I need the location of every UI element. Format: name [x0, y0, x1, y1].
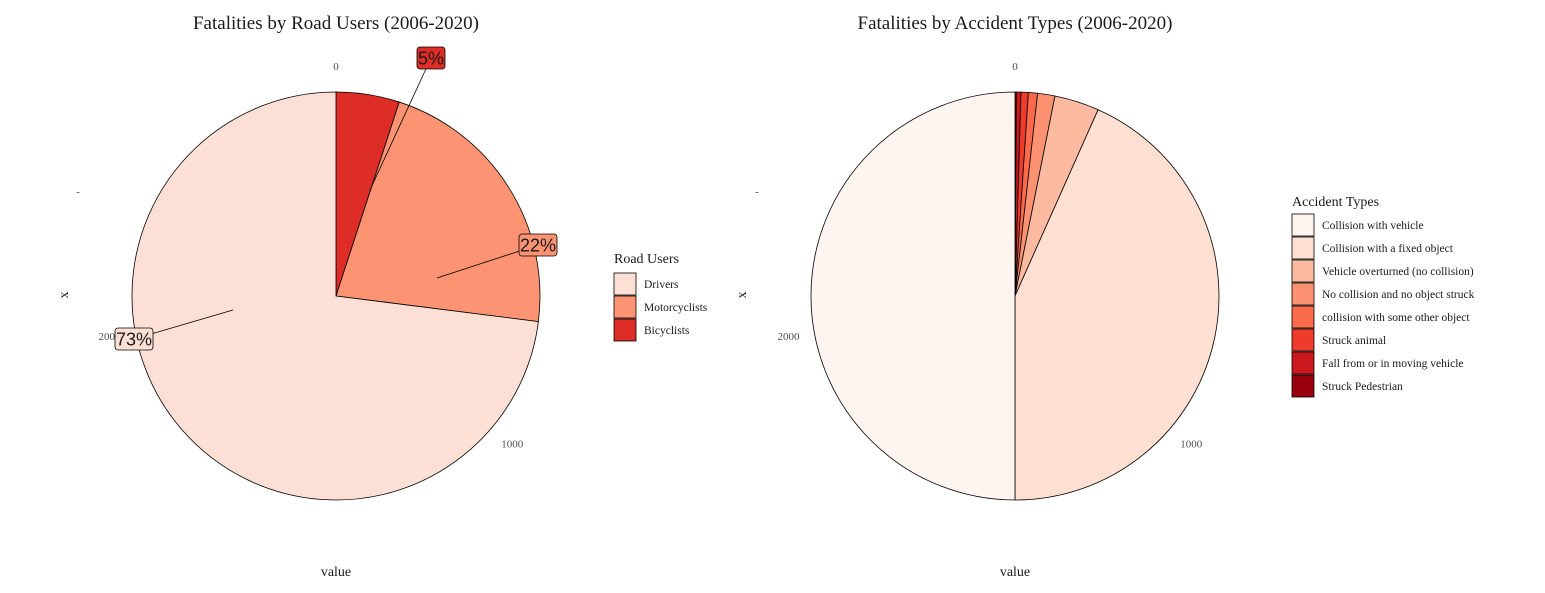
legend-swatch-collision-with-vehicle	[1291, 213, 1315, 237]
legend-swatch-vehicle-overturned-no-collision	[1291, 259, 1315, 283]
legend-swatch-struck-animal	[1291, 328, 1315, 352]
legend-title: Accident Types	[1292, 195, 1379, 210]
pie-slices	[131, 91, 541, 501]
legend-swatch-no-collision-and-no-object-struck	[1291, 282, 1315, 306]
legend-label-struck-pedestrian: Struck Pedestrian	[1322, 381, 1403, 393]
road-users-chart: Fatalities by Road Users (2006-2020) val…	[57, 13, 708, 580]
theta-tick-label: 0	[1012, 61, 1018, 73]
label-box	[416, 46, 446, 70]
legend-label-drivers: Drivers	[644, 279, 679, 291]
label-leader-line	[369, 57, 432, 191]
chart-title: Fatalities by Road Users (2006-2020)	[193, 13, 479, 34]
legend-label-fall-from-or-in-moving-vehicle: Fall from or in moving vehicle	[1322, 358, 1464, 370]
pie-slice-motorcyclists	[335, 101, 541, 323]
pie-slice-collision-with-vehicle	[810, 91, 1016, 501]
legend: Road Users Drivers Motorcyclists Bicyclist…	[613, 252, 708, 342]
legend: Accident Types Collision with vehicleCol…	[1291, 195, 1475, 398]
y-tick-label: -	[755, 186, 759, 198]
legend-label-no-collision-and-no-object-struck: No collision and no object struck	[1322, 289, 1475, 301]
theta-tick-label: 1000	[1180, 439, 1203, 451]
legend-label-collision-with-vehicle: Collision with vehicle	[1322, 220, 1424, 232]
pie-slice-collision-with-a-fixed-object	[1014, 109, 1220, 501]
theta-tick-label: 2000	[778, 331, 801, 343]
x-axis-title: value	[321, 565, 351, 580]
legend-label-bicyclists: Bicyclists	[644, 325, 690, 337]
legend-swatch-drivers	[613, 272, 637, 296]
pie-slices	[810, 91, 1220, 501]
label-box	[518, 233, 558, 257]
accident-types-chart: Fatalities by Accident Types (2006-2020)…	[735, 13, 1475, 580]
y-tick-label: -	[76, 186, 80, 198]
legend-items: Collision with vehicle Collision with a f…	[1291, 213, 1475, 398]
legend-swatch-collision-with-some-other-object	[1291, 305, 1315, 329]
y-axis-title: x	[735, 292, 750, 299]
label-box	[114, 327, 154, 351]
legend-label-vehicle-overturned-no-collision: Vehicle overturned (no collision)	[1322, 266, 1474, 278]
y-axis-title: x	[57, 292, 72, 299]
percent-labels: 73% 22% 5%	[114, 46, 558, 351]
theta-tick-label: 0	[333, 61, 339, 73]
legend-label-collision-with-a-fixed-object: Collision with a fixed object	[1322, 243, 1454, 255]
theta-ticks: 0 1000 2000	[778, 61, 1203, 451]
percent-label-drivers: 73%	[116, 330, 152, 350]
legend-label-motorcyclists: Motorcyclists	[644, 302, 708, 314]
pie-slice-drivers	[131, 91, 539, 501]
legend-label-struck-animal: Struck animal	[1322, 335, 1386, 347]
legend-swatch-bicyclists	[613, 318, 637, 342]
legend-swatch-struck-pedestrian	[1291, 374, 1315, 398]
percent-label-bicyclists: 5%	[418, 49, 444, 69]
x-axis-title: value	[1000, 565, 1030, 580]
legend-swatch-fall-from-or-in-moving-vehicle	[1291, 351, 1315, 375]
legend-items: Drivers Motorcyclists Bicyclists	[613, 272, 708, 342]
legend-swatch-motorcyclists	[613, 295, 637, 319]
legend-label-collision-with-some-other-object: collision with some other object	[1322, 312, 1470, 324]
legend-swatch-collision-with-a-fixed-object	[1291, 236, 1315, 260]
percent-label-motorcyclists: 22%	[520, 236, 556, 256]
theta-tick-label: 1000	[501, 439, 524, 451]
legend-title: Road Users	[614, 252, 679, 267]
chart-title: Fatalities by Accident Types (2006-2020)	[858, 13, 1173, 34]
